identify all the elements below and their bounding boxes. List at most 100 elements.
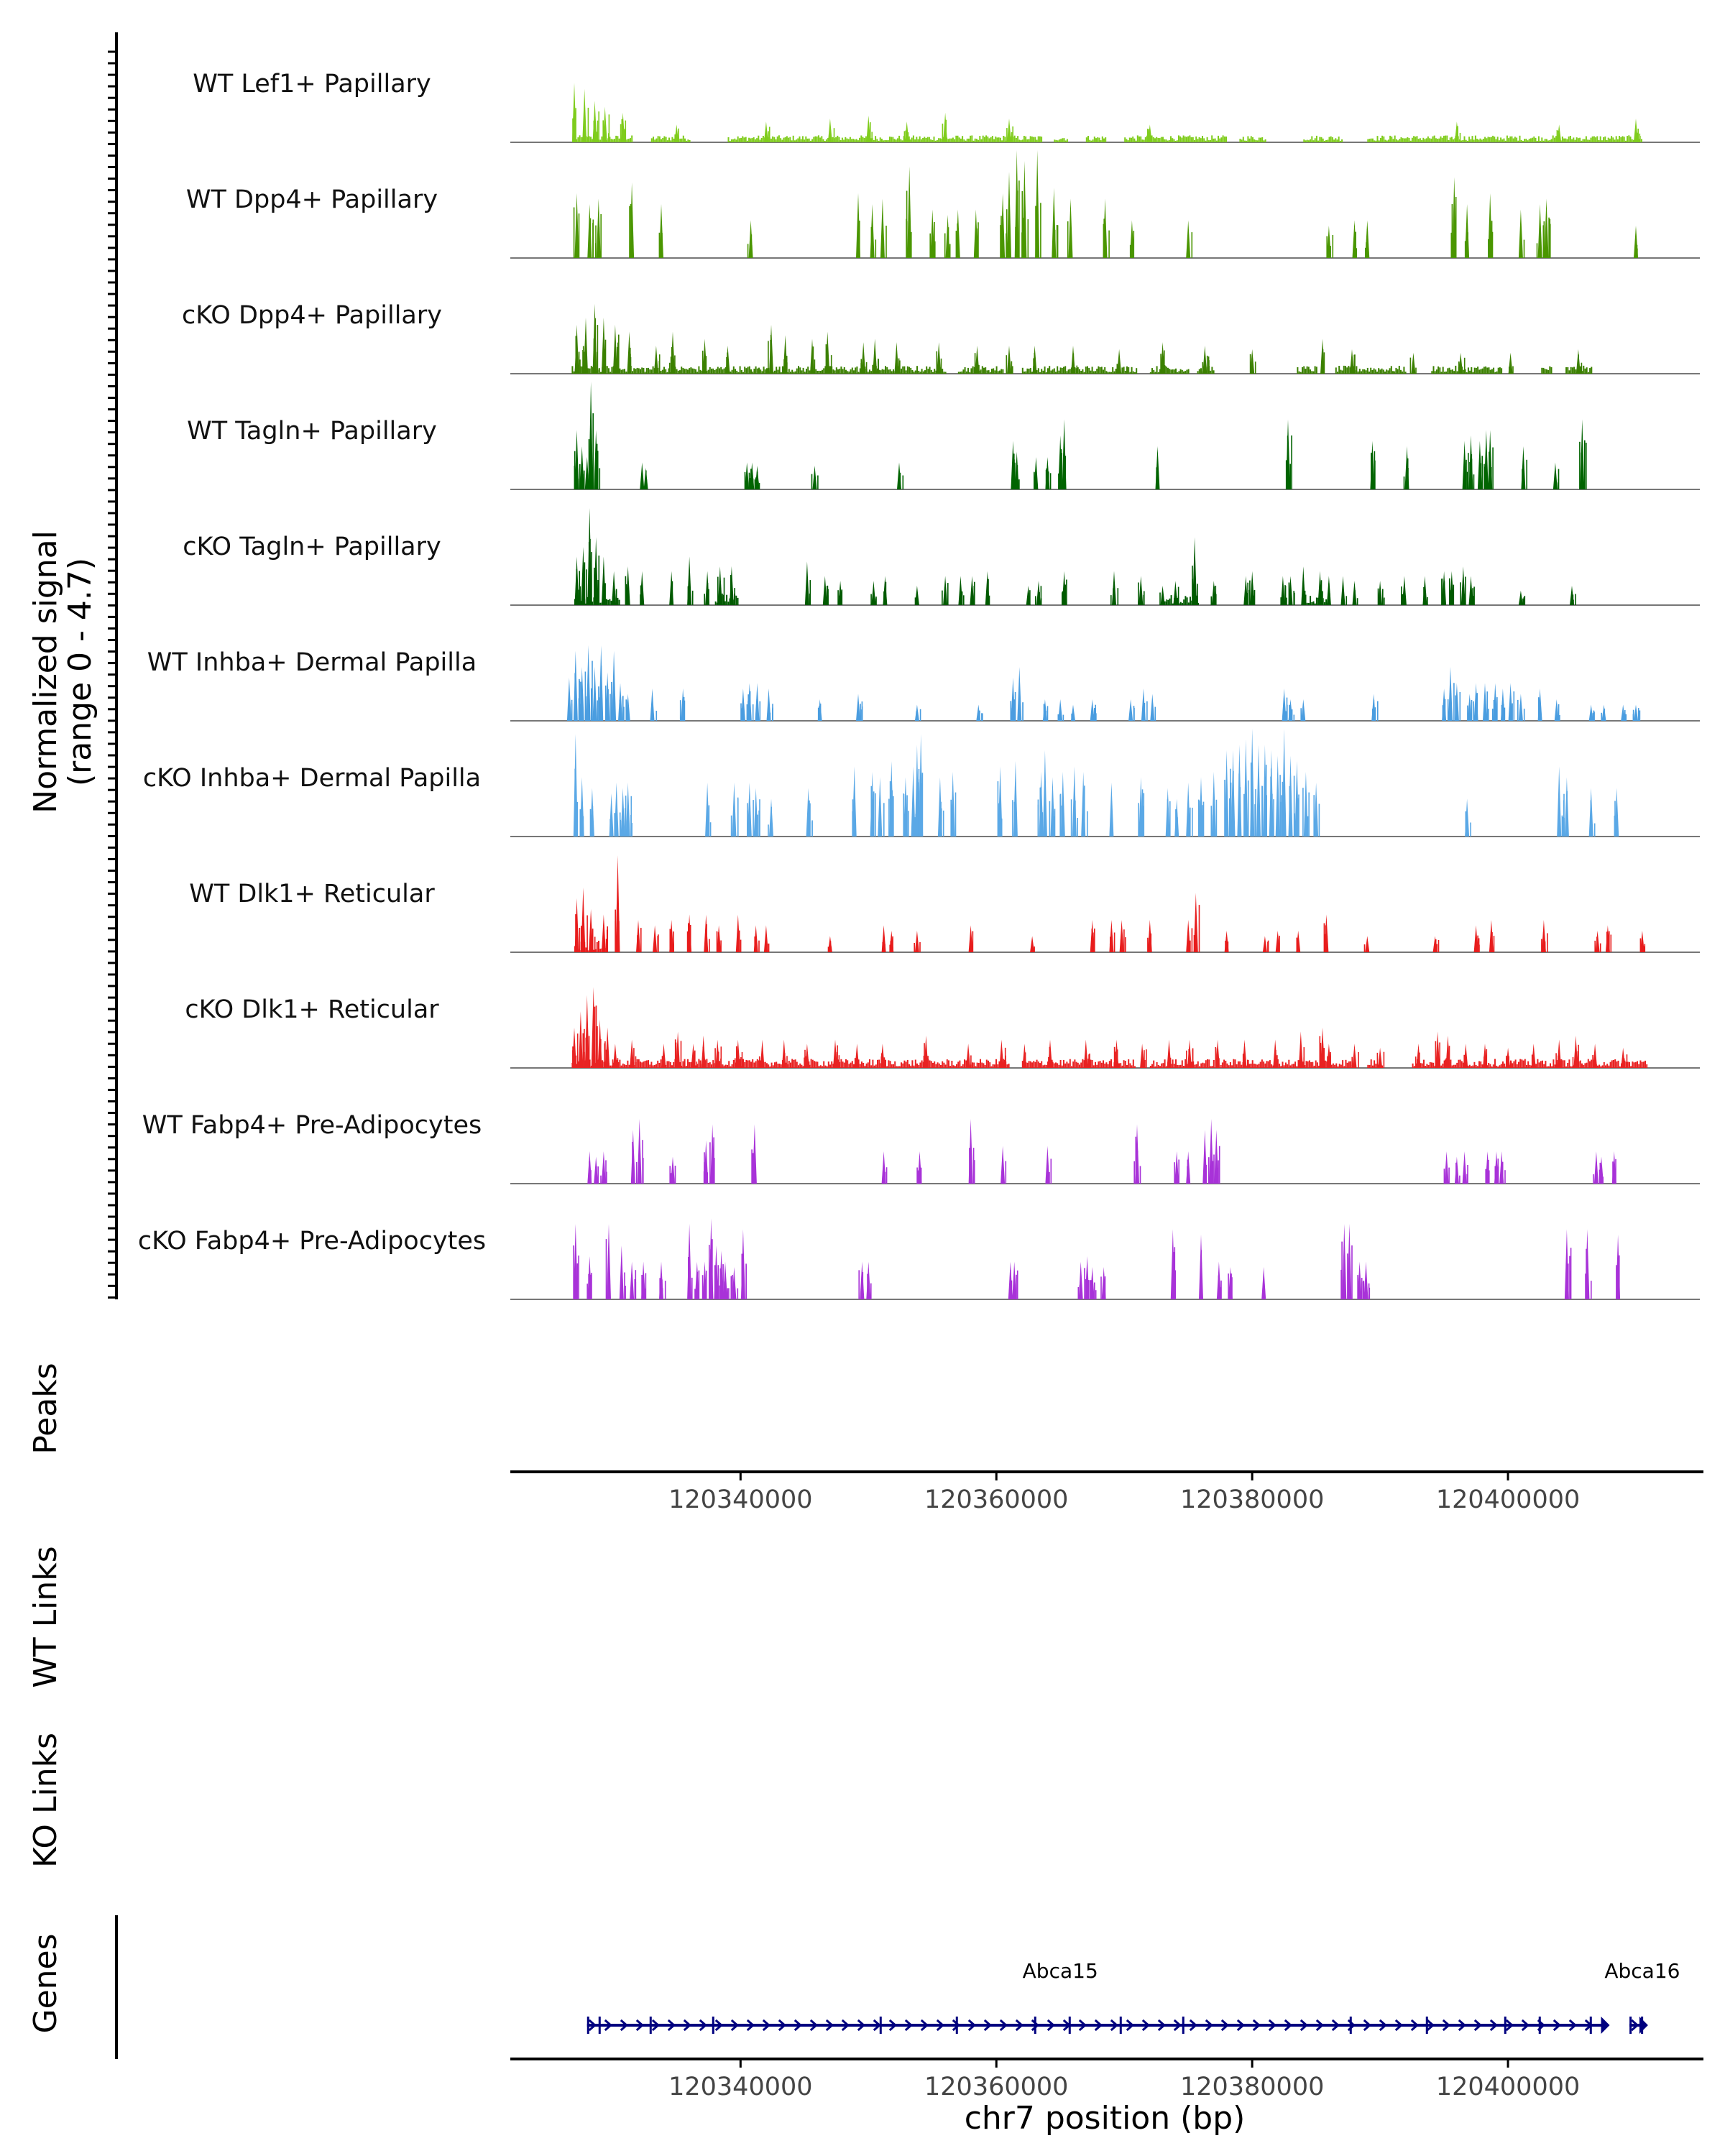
signal-peak-shoulder [1506, 1055, 1507, 1068]
signal-fill [1345, 1059, 1347, 1068]
signal-peak-shoulder [1471, 700, 1473, 721]
signal-fill [1395, 367, 1397, 374]
signal-peak [894, 342, 899, 374]
signal-fill [1044, 367, 1046, 374]
signal-fill [889, 1061, 891, 1068]
signal-fill [829, 366, 831, 374]
signal-fill [1138, 136, 1140, 142]
signal-peak-shoulder [963, 595, 965, 605]
signal-fill [1128, 367, 1130, 374]
signal-peak-shoulder [1637, 708, 1639, 721]
signal-fill [747, 1060, 749, 1068]
signal-peak-shoulder [884, 1171, 886, 1184]
signal-fill [1450, 369, 1452, 374]
signal-peak-shoulder [1523, 709, 1525, 721]
signal-fill [666, 372, 668, 374]
signal-peak-shoulder [1029, 590, 1031, 605]
signal-fill [1466, 140, 1468, 142]
strand-arrow [1458, 2019, 1467, 2032]
signal-peak-shoulder [1116, 1057, 1117, 1068]
signal-fill [1261, 137, 1264, 142]
signal-peak-shoulder [825, 344, 827, 374]
track-label: cKO Tagln+ Papillary [183, 533, 441, 561]
signal-fill [1367, 139, 1369, 142]
signal-fill [1157, 137, 1159, 142]
signal-fill [1638, 1064, 1640, 1068]
signal-fill [1340, 1064, 1342, 1068]
signal-peak [1634, 119, 1638, 142]
signal-peak-shoulder [702, 350, 704, 374]
signal-fill [1169, 369, 1171, 374]
signal-peak-shoulder [719, 1268, 722, 1299]
signal-peak-shoulder [707, 589, 709, 605]
signal-peak-shoulder [1539, 703, 1541, 721]
signal-peak-shoulder [1159, 592, 1161, 605]
signal-fill [1092, 1065, 1095, 1068]
signal-peak [574, 193, 579, 258]
signal-fill [611, 1065, 613, 1068]
signal-peak-shoulder [1602, 1176, 1604, 1184]
signal-fill [1037, 368, 1039, 374]
signal-peak-shoulder [1064, 456, 1066, 489]
signal-peak-shoulder [1566, 791, 1568, 837]
signal-peak-shoulder [1494, 1166, 1496, 1184]
signal-fill [1008, 1064, 1010, 1068]
signal-peak-shoulder [1200, 1262, 1202, 1299]
signal-fill [788, 1061, 790, 1068]
signal-peak-shoulder [782, 1060, 783, 1068]
signal-fill [913, 372, 915, 374]
signal-fill [1307, 367, 1310, 374]
signal-peak-shoulder [809, 800, 810, 837]
signal-fill [682, 135, 684, 142]
signal-peak [1193, 893, 1198, 952]
signal-peak-shoulder [1472, 588, 1473, 605]
signal-peak-shoulder [1016, 1274, 1017, 1299]
signal-fill [687, 1059, 689, 1068]
signal-peak-shoulder [783, 359, 785, 374]
signal-peak-shoulder [1458, 361, 1460, 374]
signal-peak-shoulder [940, 358, 942, 374]
signal-peak [1347, 1224, 1352, 1299]
signal-peak-shoulder [1480, 463, 1481, 489]
signal-fill [625, 372, 627, 374]
signal-fill [592, 602, 594, 605]
signal-peak-shoulder [867, 1273, 868, 1299]
signal-fill [1480, 1061, 1482, 1068]
signal-fill [641, 367, 643, 374]
signal-peak-shoulder [950, 799, 952, 837]
signal-peak-shoulder [1486, 1049, 1488, 1068]
signal-fill [1205, 1060, 1207, 1068]
signal-peak-shoulder [582, 1033, 584, 1068]
signal-fill [1200, 368, 1202, 374]
signal-peak-shoulder [893, 796, 894, 837]
signal-fill [1220, 137, 1223, 142]
signal-peak [999, 1039, 1004, 1068]
signal-fill [778, 135, 780, 142]
signal-fill [698, 1059, 700, 1068]
signal-peak-shoulder [1253, 595, 1255, 605]
signal-fill [1316, 1062, 1318, 1068]
signal-peak-shoulder [579, 928, 581, 952]
signal-fill [949, 1066, 952, 1068]
signal-fill [1529, 1064, 1531, 1068]
signal-fill [1540, 1061, 1542, 1068]
signal-fill [1348, 1061, 1350, 1068]
signal-fill [1315, 367, 1317, 374]
signal-peak [1454, 1156, 1459, 1184]
signal-fill [804, 372, 806, 374]
signal-fill [789, 137, 791, 142]
signal-fill [654, 139, 656, 142]
signal-fill [981, 366, 983, 374]
signal-fill [1445, 372, 1448, 374]
signal-fill [995, 366, 998, 374]
signal-fill [1149, 372, 1151, 374]
signal-peak-shoulder [753, 1153, 754, 1184]
signal-peak-shoulder [727, 352, 728, 374]
signal-fill [1583, 1064, 1585, 1068]
signal-peak-shoulder [1271, 793, 1273, 837]
signal-peak-shoulder [1601, 712, 1602, 721]
signal-fill [1263, 140, 1265, 142]
signal-fill [1194, 1064, 1196, 1068]
signal-fill [1252, 137, 1254, 142]
signal-fill [817, 135, 819, 142]
